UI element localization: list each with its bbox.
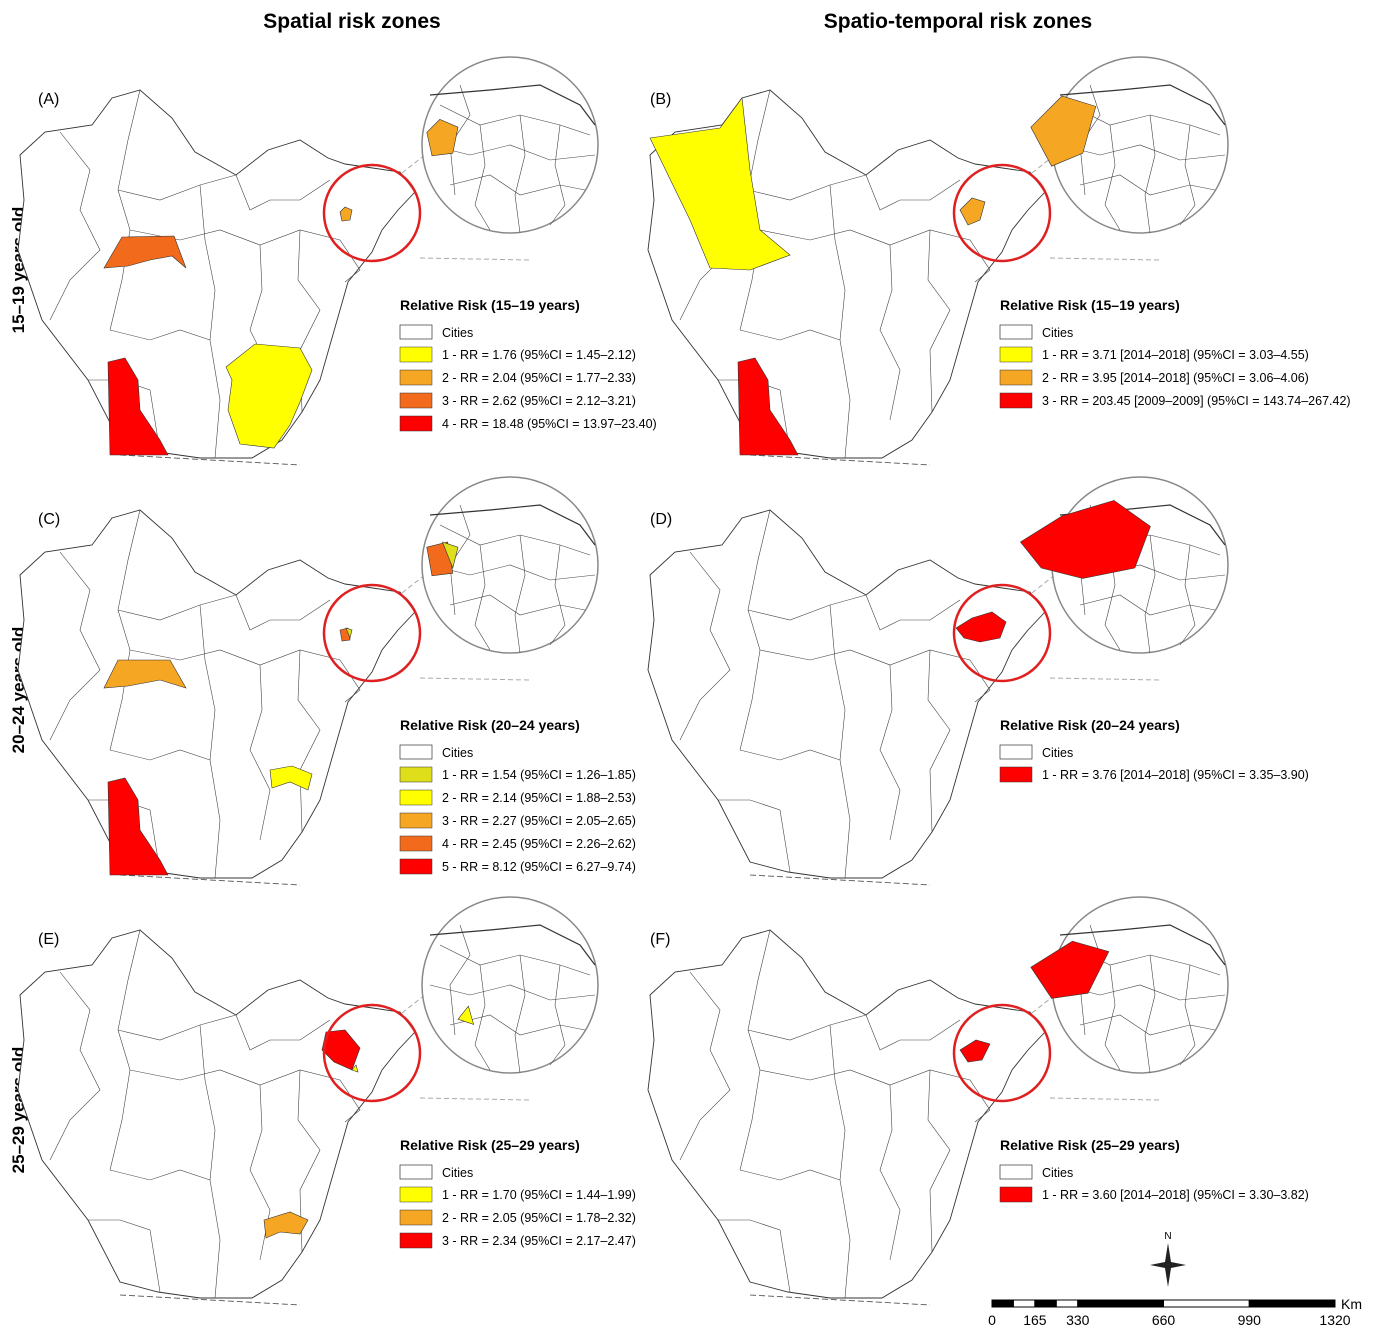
legend-label: 4 - RR = 2.45 (95%CI = 2.26–2.62)	[442, 837, 636, 851]
legend-label: 3 - RR = 2.34 (95%CI = 2.17–2.47)	[442, 1234, 636, 1248]
column-header: Spatio-temporal risk zones	[824, 10, 1092, 33]
scale-label: 1320	[1319, 1312, 1350, 1328]
legend-swatch	[1000, 347, 1032, 362]
legend-swatch	[400, 325, 432, 339]
legend-label: 3 - RR = 2.62 (95%CI = 2.12–3.21)	[442, 394, 636, 408]
scale-label: 990	[1238, 1312, 1262, 1328]
legend-label: 1 - RR = 1.70 (95%CI = 1.44–1.99)	[442, 1188, 636, 1202]
map-panel: (E) Relative Risk (25–29 years) Cities 1 - …	[18, 897, 636, 1305]
legend-swatch	[400, 745, 432, 759]
legend-swatch	[400, 370, 432, 385]
legend-swatch	[400, 393, 432, 408]
panel-label: (E)	[38, 931, 59, 948]
legend-label: 2 - RR = 2.14 (95%CI = 1.88–2.53)	[442, 791, 636, 805]
legend-swatch	[400, 347, 432, 362]
panel-label: (A)	[38, 91, 59, 108]
north-arrow: N	[1150, 1231, 1186, 1287]
legend-label: Cities	[442, 1166, 473, 1180]
zoom-connector	[1050, 678, 1160, 680]
scale-unit: Km	[1341, 1296, 1362, 1312]
legend-label: 5 - RR = 8.12 (95%CI = 6.27–9.74)	[442, 860, 636, 874]
zoom-connector	[420, 258, 530, 260]
legend-swatch	[1000, 370, 1032, 385]
legend-label: Cities	[1042, 746, 1073, 760]
legend-swatch	[400, 1233, 432, 1248]
legend-label: 2 - RR = 2.05 (95%CI = 1.78–2.32)	[442, 1211, 636, 1225]
legend-label: 1 - RR = 1.54 (95%CI = 1.26–1.85)	[442, 768, 636, 782]
legend-swatch	[400, 1187, 432, 1202]
legend-title: Relative Risk (20–24 years)	[1000, 717, 1180, 733]
legend-label: 3 - RR = 2.27 (95%CI = 2.05–2.65)	[442, 814, 636, 828]
scale-label: 330	[1066, 1312, 1090, 1328]
legend-swatch	[400, 1210, 432, 1225]
legend-swatch	[1000, 325, 1032, 339]
legend-title: Relative Risk (25–29 years)	[400, 1137, 580, 1153]
scale-bar-segment	[1035, 1300, 1056, 1307]
legend-swatch	[400, 836, 432, 851]
legend-label: 1 - RR = 3.60 [2014–2018] (95%CI = 3.30–…	[1042, 1188, 1309, 1202]
map-panel: (A) Relative Risk (15–19 years) Cities 1 - …	[18, 57, 657, 465]
legend-swatch	[400, 813, 432, 828]
risk-zone	[226, 344, 312, 448]
scale-label: 0	[988, 1312, 996, 1328]
legend-title: Relative Risk (25–29 years)	[1000, 1137, 1180, 1153]
map-panel: (D) Relative Risk (20–24 years) Cities 1 - …	[648, 477, 1309, 885]
column-header: Spatial risk zones	[263, 10, 440, 33]
legend-swatch	[1000, 767, 1032, 782]
north-arrow-star	[1150, 1243, 1186, 1287]
zoom-connector	[420, 1098, 530, 1100]
legend-label: Cities	[442, 326, 473, 340]
map-panel: (C) Relative Risk (20–24 years) Cities 1 - …	[18, 477, 636, 885]
panel-label: (F)	[650, 931, 670, 948]
scale-bar-segment	[992, 1300, 1013, 1307]
legend-swatch	[400, 1165, 432, 1179]
legend-label: 4 - RR = 18.48 (95%CI = 13.97–23.40)	[442, 417, 657, 431]
legend-swatch	[1000, 393, 1032, 408]
figure: Spatial risk zones Spatio-temporal risk …	[0, 0, 1397, 1331]
legend-label: 2 - RR = 2.04 (95%CI = 1.77–2.33)	[442, 371, 636, 385]
legend-label: Cities	[1042, 326, 1073, 340]
scale-bar-segment	[1249, 1300, 1335, 1307]
legend-label: 2 - RR = 3.95 [2014–2018] (95%CI = 3.06–…	[1042, 371, 1309, 385]
zoom-connector	[1050, 258, 1160, 260]
scale-bar-segment	[1164, 1300, 1250, 1307]
legend-title: Relative Risk (15–19 years)	[1000, 297, 1180, 313]
legend-label: Cities	[1042, 1166, 1073, 1180]
panel-label: (B)	[650, 91, 671, 108]
zoom-connector	[420, 678, 530, 680]
map-panel: (F) Relative Risk (25–29 years) Cities 1 - …	[648, 897, 1309, 1305]
legend-swatch	[400, 416, 432, 431]
north-label: N	[1164, 1231, 1171, 1242]
panel-label: (D)	[650, 511, 672, 528]
legend-label: 1 - RR = 3.71 [2014–2018] (95%CI = 3.03–…	[1042, 348, 1309, 362]
legend-swatch	[400, 767, 432, 782]
legend-title: Relative Risk (15–19 years)	[400, 297, 580, 313]
legend-label: 1 - RR = 3.76 [2014–2018] (95%CI = 3.35–…	[1042, 768, 1309, 782]
scale-bar-segment	[1013, 1300, 1034, 1307]
legend-swatch	[400, 859, 432, 874]
legend-swatch	[1000, 1165, 1032, 1179]
legend-swatch	[1000, 1187, 1032, 1202]
legend-label: 1 - RR = 1.76 (95%CI = 1.45–2.12)	[442, 348, 636, 362]
zoom-connector	[1050, 1098, 1160, 1100]
scale-label: 660	[1152, 1312, 1176, 1328]
scale-bar-segment	[1078, 1300, 1164, 1307]
legend-label: Cities	[442, 746, 473, 760]
legend-label: 3 - RR = 203.45 [2009–2009] (95%CI = 143…	[1042, 394, 1351, 408]
legend-swatch	[400, 790, 432, 805]
scale-label: 165	[1023, 1312, 1047, 1328]
map-panel: (B) Relative Risk (15–19 years) Cities 1 - …	[648, 57, 1351, 465]
legend-swatch	[1000, 745, 1032, 759]
panel-label: (C)	[38, 511, 60, 528]
legend-title: Relative Risk (20–24 years)	[400, 717, 580, 733]
scale-bar-segment	[1056, 1300, 1077, 1307]
